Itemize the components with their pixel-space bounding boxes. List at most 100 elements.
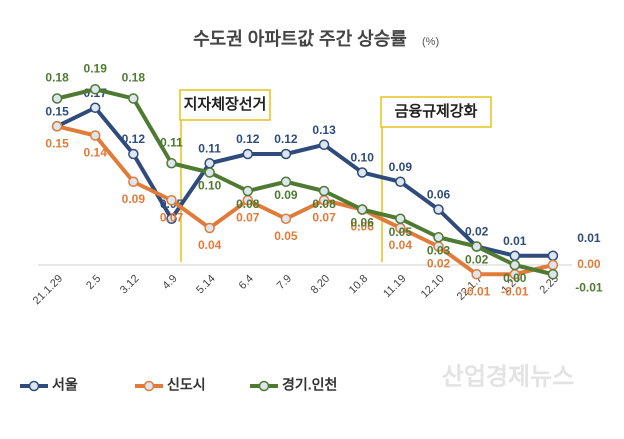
marker	[509, 259, 521, 271]
data-label: 0.15	[45, 136, 69, 150]
data-label: 0.05	[274, 229, 298, 243]
x-tick-label: 7.9	[275, 273, 294, 292]
x-tick-label: 8.20	[309, 273, 333, 297]
marker	[166, 158, 177, 169]
marker	[280, 176, 292, 187]
data-label: 0.09	[122, 192, 146, 206]
legend-label: 신도시	[167, 377, 206, 393]
annotation: 금융규제강화	[395, 102, 478, 120]
data-label: 0.04	[198, 238, 222, 252]
data-label: 0.14	[84, 146, 108, 160]
marker	[204, 158, 215, 169]
marker	[318, 139, 330, 150]
legend-label: 경기.인천	[282, 377, 337, 393]
data-label: 0.04	[389, 238, 413, 252]
data-label: 0.10	[198, 179, 222, 193]
legend-label: 서울	[52, 377, 78, 393]
unit: (%)	[422, 36, 439, 48]
marker	[433, 204, 444, 215]
data-label: 0.11	[198, 141, 221, 155]
line	[56, 87, 554, 277]
data-label: 0.06	[351, 216, 375, 230]
data-label: 0.01	[503, 234, 527, 248]
marker	[204, 167, 215, 178]
marker	[51, 121, 63, 132]
marker	[395, 176, 406, 187]
marker	[356, 204, 368, 215]
annotation-box	[380, 96, 492, 128]
data-label: 0.12	[236, 132, 260, 146]
marker	[471, 241, 482, 252]
marker	[547, 259, 559, 271]
data-label: 0.13	[312, 123, 336, 137]
x-tick-label: 10.8	[347, 273, 371, 297]
chart-title: 수도권 아파트값 주간 상승률	[193, 29, 407, 49]
x-tick-label: 12.10	[419, 273, 447, 301]
marker	[280, 213, 292, 224]
data-label: 0.09	[274, 188, 298, 202]
data-label: 0.11	[160, 135, 183, 149]
data-label: 0.18	[122, 71, 146, 85]
legend-marker	[258, 380, 270, 392]
marker	[433, 232, 444, 243]
marker	[204, 222, 215, 234]
data-label: 0.00	[503, 271, 527, 285]
data-label: 0.02	[465, 225, 489, 239]
data-label: 0.12	[122, 132, 146, 146]
annotation: 지자체장선거	[184, 95, 267, 113]
marker	[89, 130, 101, 141]
data-label: 0.10	[351, 151, 375, 165]
data-label: -0.01	[463, 284, 491, 298]
marker	[547, 250, 559, 261]
x-tick-label: 21.1.29	[31, 273, 65, 307]
line	[56, 124, 554, 277]
data-label: 0.07	[312, 210, 336, 224]
data-label: 0.15	[45, 104, 69, 118]
marker	[128, 176, 139, 187]
x-tick-label: 4.9	[160, 273, 179, 292]
data-label: 0.18	[45, 71, 69, 85]
data-label: 0.08	[312, 197, 336, 211]
data-label: 0.07	[236, 210, 260, 224]
marker	[166, 195, 177, 206]
marker	[89, 102, 101, 113]
marker	[128, 93, 139, 104]
marker	[509, 250, 521, 261]
data-label: 0.08	[236, 197, 260, 211]
data-label: 0.07	[160, 210, 184, 224]
marker	[547, 269, 559, 280]
data-label: 0.02	[427, 257, 451, 271]
line	[56, 105, 553, 258]
data-label: 0.03	[427, 243, 451, 257]
data-label: 0.05	[389, 225, 413, 239]
data-label: 0.00	[577, 257, 601, 271]
marker	[356, 167, 368, 178]
data-label: 0.01	[577, 231, 601, 245]
x-tick-label: 2.5	[84, 273, 103, 292]
data-label: 0.09	[389, 160, 413, 174]
annotation-box	[179, 89, 271, 121]
data-label: -0.01	[501, 284, 529, 298]
x-tick-label: 11.19	[381, 273, 408, 300]
watermark: 산업경제뉴스	[442, 363, 574, 390]
legend-marker	[143, 380, 155, 392]
marker	[318, 185, 330, 197]
x-tick-label: 3.12	[118, 273, 142, 297]
data-label: 0.12	[274, 132, 298, 146]
legend-marker	[28, 380, 40, 392]
marker	[128, 148, 139, 160]
marker	[89, 84, 101, 95]
data-label: 0.19	[84, 61, 108, 75]
marker	[280, 148, 292, 160]
data-label: 0.06	[427, 188, 451, 202]
data-label: 0.06	[351, 220, 375, 234]
x-tick-label: 6.4	[237, 273, 256, 292]
x-tick-label: 5.14	[194, 273, 218, 297]
marker	[51, 93, 63, 104]
marker	[242, 185, 254, 197]
marker	[395, 213, 406, 224]
marker	[166, 213, 177, 224]
marker	[242, 148, 254, 160]
data-label: 0.02	[465, 253, 489, 267]
